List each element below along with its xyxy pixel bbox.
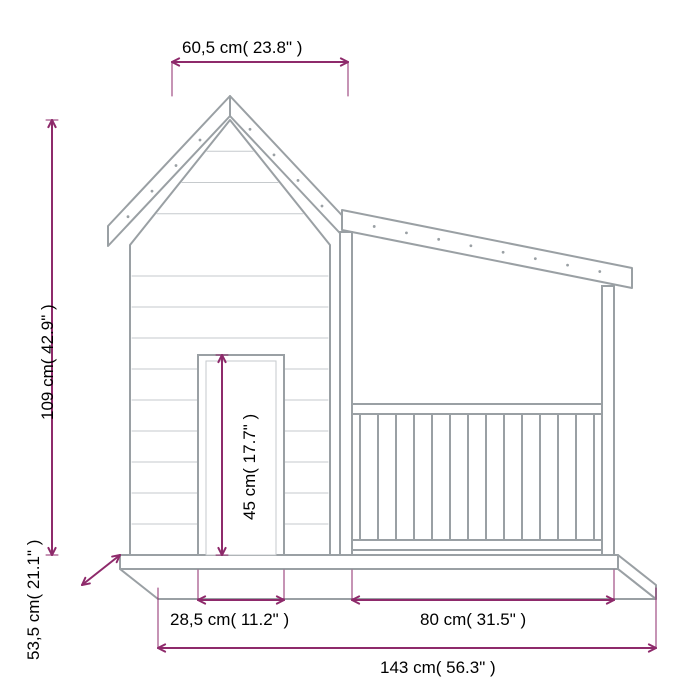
- diagram-stage: 60,5 cm( 23.8" ) 109 cm( 42.9" ) 45 cm( …: [0, 0, 700, 700]
- dim-door-height: 45 cm( 17.7" ): [240, 414, 260, 520]
- dim-height: 109 cm( 42.9" ): [38, 304, 58, 420]
- dim-roof-width: 60,5 cm( 23.8" ): [182, 38, 302, 58]
- dim-porch-width: 80 cm( 31.5" ): [420, 610, 526, 630]
- diagram-svg: [0, 0, 700, 700]
- dim-total-width: 143 cm( 56.3" ): [380, 658, 496, 678]
- dim-door-width: 28,5 cm( 11.2" ): [170, 610, 289, 630]
- dim-depth: 53,5 cm( 21.1" ): [24, 540, 44, 660]
